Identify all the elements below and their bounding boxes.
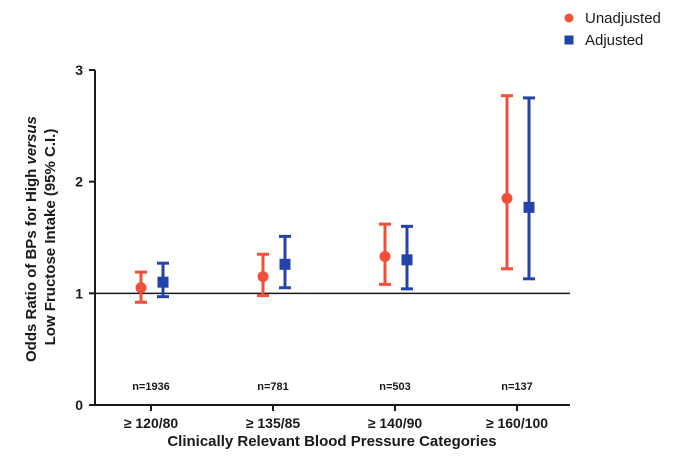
- data-point: [157, 276, 169, 288]
- series-unadjusted: [135, 94, 513, 304]
- legend-item-unadjusted: Unadjusted: [564, 10, 661, 27]
- x-tick-label: ≥ 140/90: [368, 415, 423, 431]
- x-tick-label: ≥ 120/80: [124, 415, 179, 431]
- series-layer: [135, 94, 535, 304]
- data-point: [523, 201, 535, 213]
- sample-size-label: n=503: [379, 381, 411, 393]
- sample-size-label: n=1936: [132, 381, 170, 393]
- legend-label: Adjusted: [585, 32, 643, 49]
- data-point: [401, 254, 413, 266]
- sample-size-label: n=781: [257, 381, 289, 393]
- data-point: [279, 258, 291, 270]
- data-point: [501, 192, 513, 204]
- sample-size-labels: n=1936 n=781 n=503 n=137: [132, 381, 533, 393]
- ticks: 0 1 2 3 ≥ 120/80 ≥ 135/85 ≥ 140/90 ≥ 160/100: [75, 62, 548, 431]
- y-tick-label: 1: [75, 285, 83, 301]
- y-tick-label: 2: [75, 174, 83, 190]
- series-adjusted: [157, 96, 535, 299]
- y-axis-title: Odds Ratio of BPs for High versus Low Fr…: [23, 112, 59, 362]
- legend-marker: [564, 35, 574, 45]
- x-tick-label: ≥ 160/100: [486, 415, 548, 431]
- legend-marker: [564, 13, 574, 23]
- legend-label: Unadjusted: [585, 10, 661, 27]
- y-tick-label: 0: [75, 397, 83, 413]
- legend-item-adjusted: Adjusted: [564, 32, 643, 49]
- data-point: [379, 250, 391, 262]
- legend: Unadjusted Adjusted: [564, 10, 661, 49]
- x-axis-title: Clinically Relevant Blood Pressure Categ…: [167, 433, 496, 450]
- data-point: [257, 271, 269, 283]
- sample-size-label: n=137: [501, 381, 533, 393]
- y-axis-title-line-2: Low Fructose Intake (95% C.I.): [42, 129, 59, 346]
- data-point: [135, 282, 147, 294]
- y-tick-label: 3: [75, 62, 83, 78]
- y-axis-title-line-1: Odds Ratio of BPs for High versus: [23, 116, 40, 362]
- x-tick-label: ≥ 135/85: [246, 415, 301, 431]
- axes: [94, 70, 570, 406]
